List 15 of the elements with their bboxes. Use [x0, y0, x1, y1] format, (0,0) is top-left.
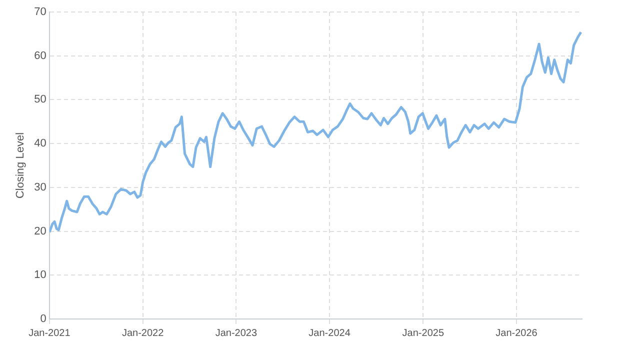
x-tick-label: Jan-2024 [308, 328, 351, 339]
y-axis-title: Closing Level [14, 132, 27, 199]
y-tick-label: 10 [34, 269, 46, 282]
y-tick-label: 70 [34, 6, 46, 18]
x-tick-label: Jan-2025 [402, 328, 444, 339]
x-tick-label: Jan-2022 [122, 328, 164, 339]
x-tick-label: Jan-2026 [496, 328, 538, 339]
x-tick-label: Jan-2023 [215, 328, 258, 339]
y-tick-label: 30 [34, 181, 46, 194]
y-tick-label: 40 [34, 138, 46, 150]
y-tick-label: 60 [34, 50, 46, 62]
y-tick-label: 50 [34, 94, 46, 106]
x-tick-label: Jan-2021 [28, 328, 71, 339]
y-tick-label: 0 [40, 313, 46, 326]
y-tick-label: 20 [34, 225, 46, 238]
